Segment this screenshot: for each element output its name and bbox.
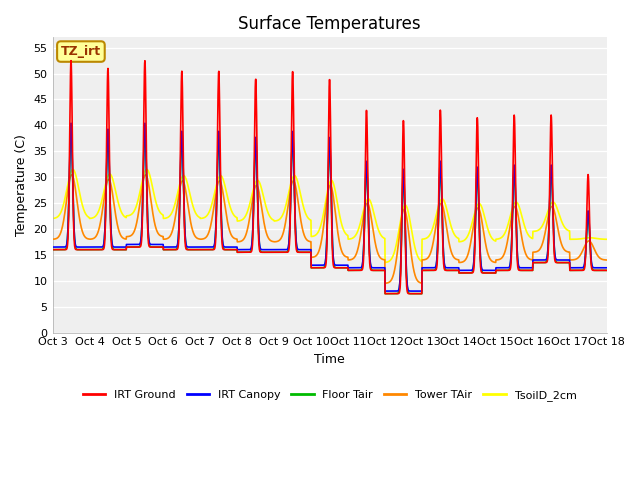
Tower TAir bbox=[49, 236, 56, 242]
IRT Ground bbox=[491, 270, 499, 276]
IRT Canopy bbox=[358, 264, 365, 270]
Floor Tair bbox=[67, 129, 75, 134]
Tower TAir bbox=[346, 257, 353, 263]
Tower TAir bbox=[381, 280, 389, 286]
Title: Surface Temperatures: Surface Temperatures bbox=[238, 15, 421, 33]
TsoilD_2cm bbox=[49, 216, 56, 221]
IRT Ground bbox=[204, 247, 211, 252]
Text: TZ_irt: TZ_irt bbox=[61, 45, 101, 58]
Line: Tower TAir: Tower TAir bbox=[52, 175, 607, 283]
IRT Ground bbox=[49, 247, 56, 252]
Floor Tair bbox=[570, 267, 577, 273]
Tower TAir bbox=[603, 257, 611, 263]
TsoilD_2cm bbox=[358, 215, 365, 220]
TsoilD_2cm bbox=[381, 260, 389, 265]
Y-axis label: Temperature (C): Temperature (C) bbox=[15, 134, 28, 236]
IRT Canopy bbox=[491, 267, 499, 273]
IRT Canopy bbox=[381, 288, 389, 294]
TsoilD_2cm bbox=[346, 236, 353, 242]
TsoilD_2cm bbox=[603, 237, 611, 242]
IRT Canopy bbox=[67, 120, 75, 126]
X-axis label: Time: Time bbox=[314, 353, 345, 366]
IRT Canopy bbox=[603, 265, 611, 271]
IRT Canopy bbox=[554, 257, 562, 263]
Line: IRT Canopy: IRT Canopy bbox=[52, 123, 607, 291]
Tower TAir bbox=[204, 233, 211, 239]
IRT Canopy bbox=[49, 244, 56, 250]
TsoilD_2cm bbox=[143, 167, 150, 172]
IRT Ground bbox=[358, 267, 365, 273]
IRT Canopy bbox=[570, 265, 577, 271]
Line: TsoilD_2cm: TsoilD_2cm bbox=[52, 169, 607, 263]
IRT Ground bbox=[381, 291, 389, 297]
Floor Tair bbox=[49, 247, 56, 252]
IRT Ground bbox=[554, 260, 562, 265]
Line: IRT Ground: IRT Ground bbox=[52, 60, 607, 294]
Tower TAir bbox=[554, 227, 562, 233]
Floor Tair bbox=[204, 247, 211, 252]
Line: Floor Tair: Floor Tair bbox=[52, 132, 607, 294]
Tower TAir bbox=[491, 260, 499, 265]
IRT Ground bbox=[67, 58, 75, 63]
TsoilD_2cm bbox=[554, 208, 562, 214]
IRT Ground bbox=[346, 267, 353, 273]
IRT Ground bbox=[570, 267, 577, 273]
Tower TAir bbox=[570, 257, 577, 263]
TsoilD_2cm bbox=[570, 236, 577, 242]
Floor Tair bbox=[603, 267, 611, 273]
Legend: IRT Ground, IRT Canopy, Floor Tair, Tower TAir, TsoilD_2cm: IRT Ground, IRT Canopy, Floor Tair, Towe… bbox=[78, 385, 581, 405]
Tower TAir bbox=[358, 225, 365, 230]
IRT Canopy bbox=[204, 244, 211, 250]
Floor Tair bbox=[358, 266, 365, 272]
Floor Tair bbox=[554, 260, 562, 265]
Floor Tair bbox=[491, 270, 499, 276]
Tower TAir bbox=[68, 172, 76, 178]
IRT Ground bbox=[603, 267, 611, 273]
Floor Tair bbox=[346, 267, 353, 273]
IRT Canopy bbox=[346, 265, 353, 271]
TsoilD_2cm bbox=[204, 212, 211, 218]
Floor Tair bbox=[381, 291, 389, 297]
TsoilD_2cm bbox=[491, 238, 499, 244]
